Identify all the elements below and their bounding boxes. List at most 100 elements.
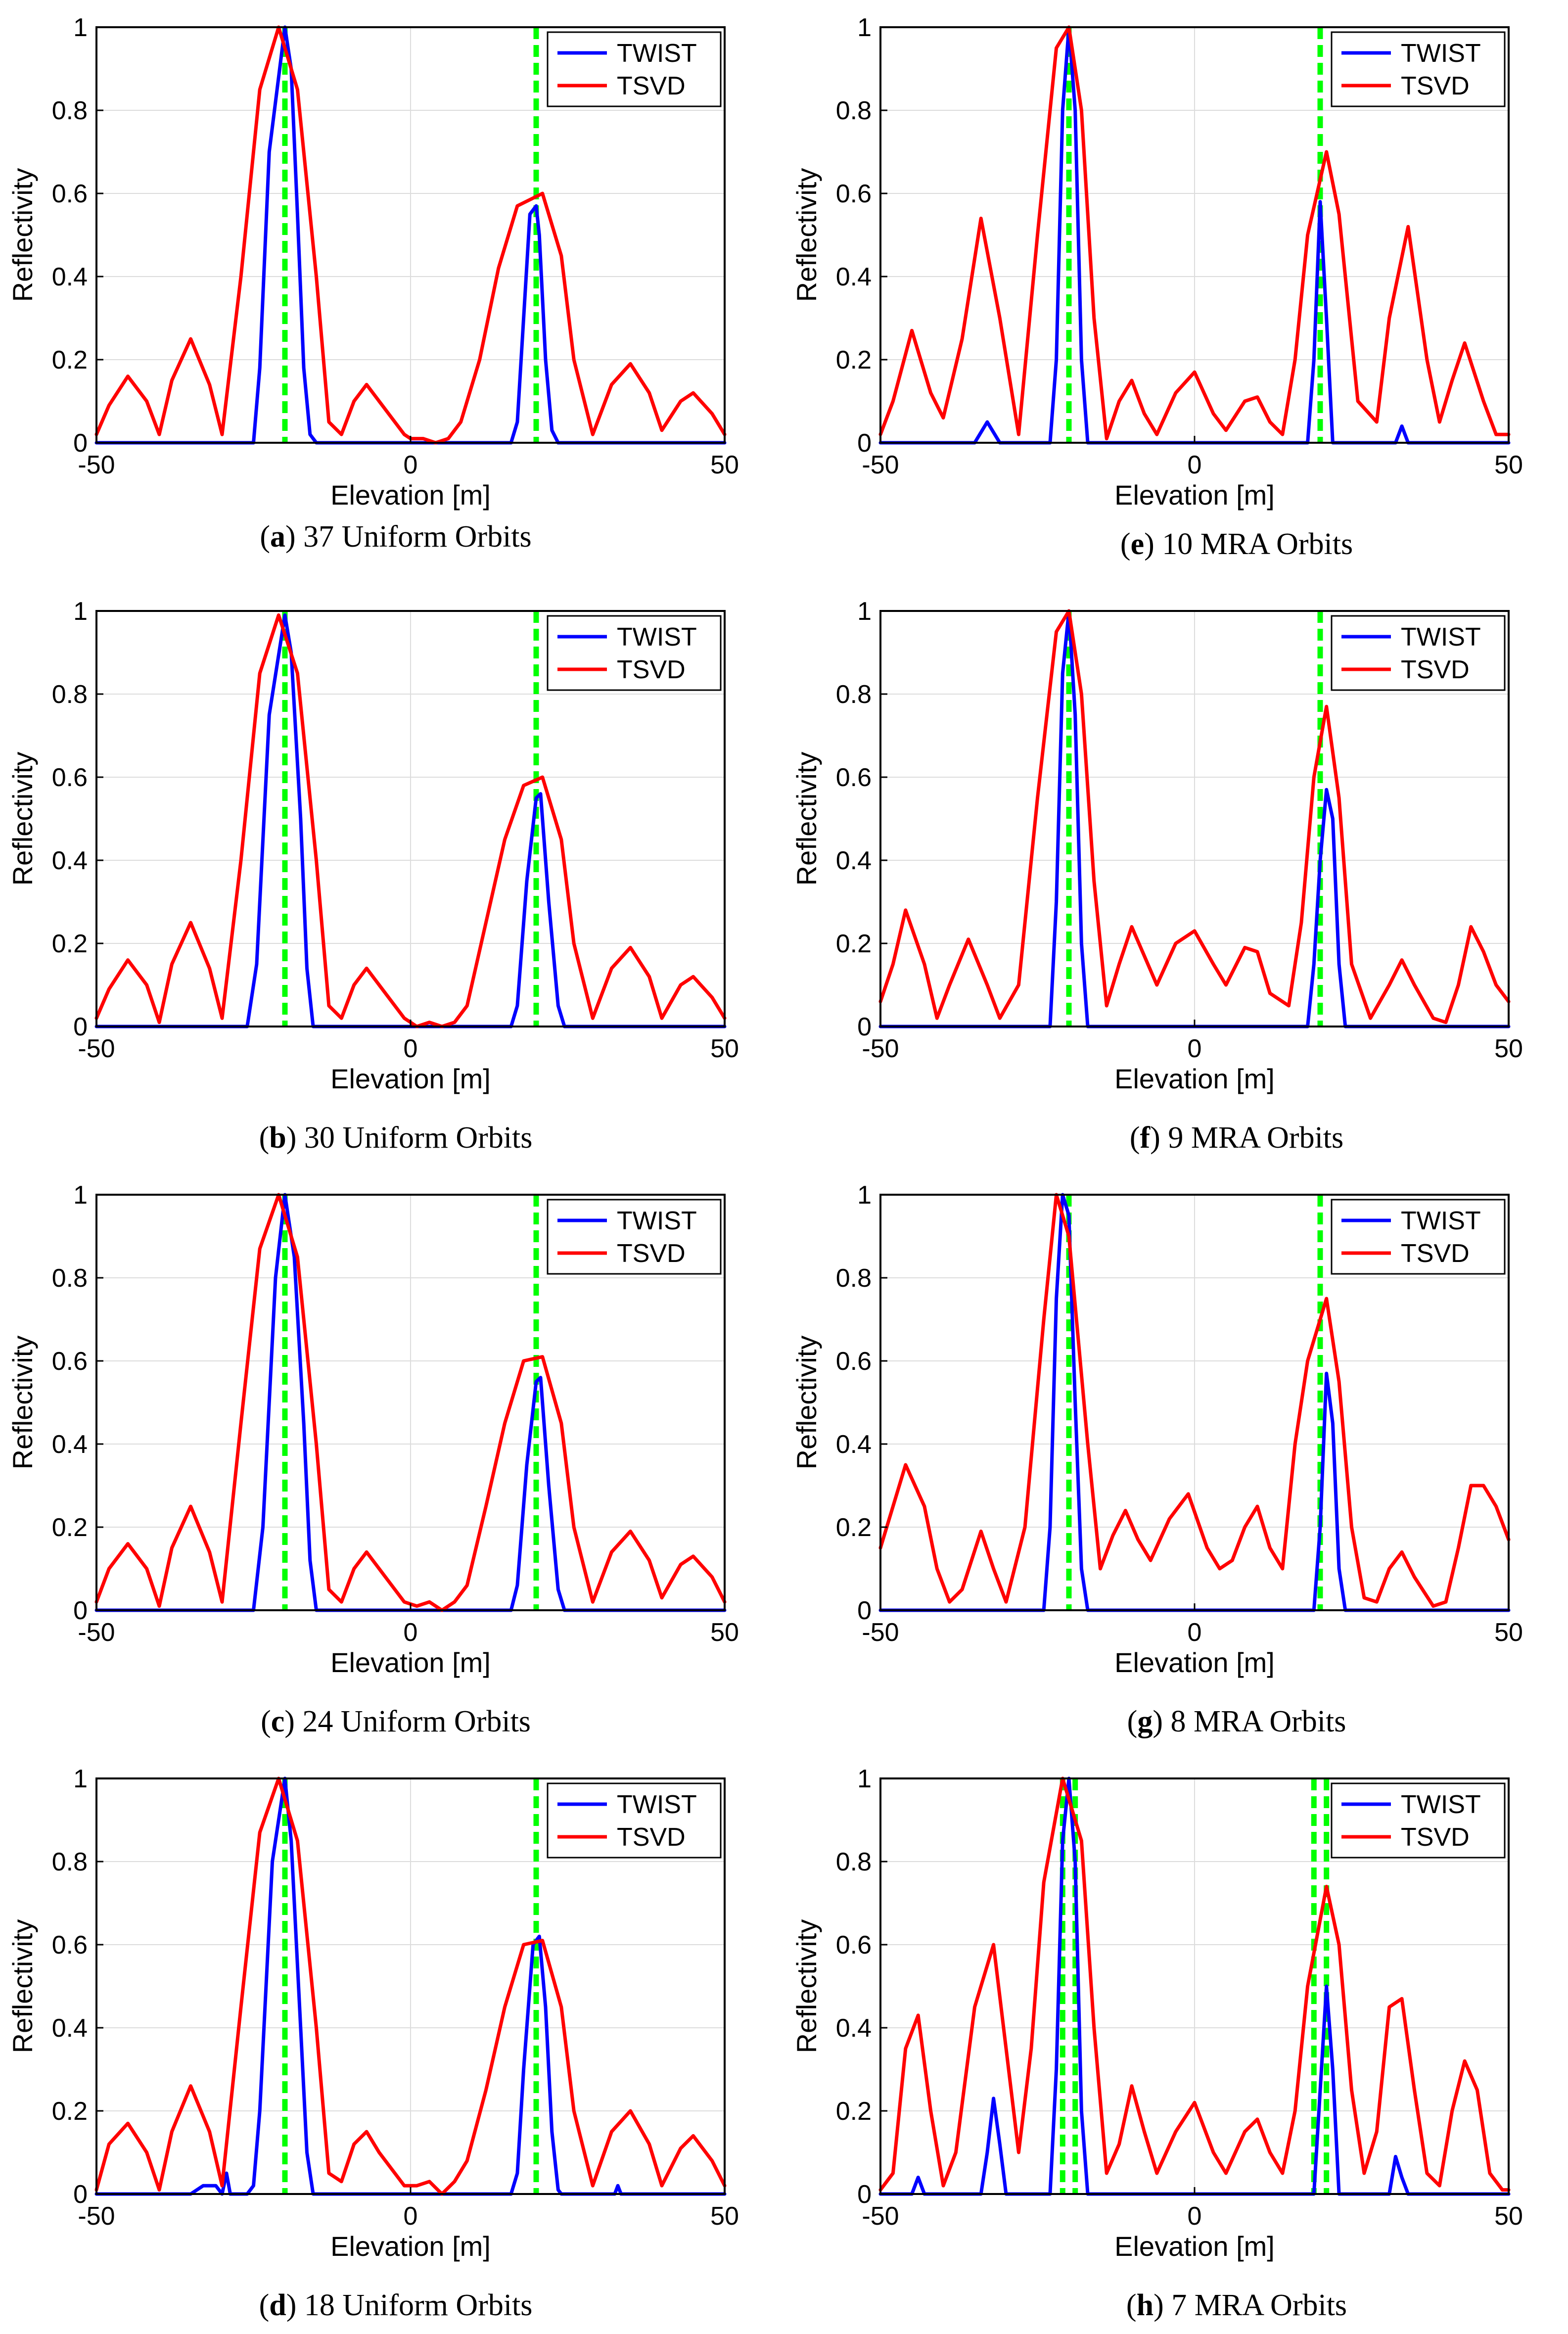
x-tick-label: 50 — [1494, 1618, 1523, 1647]
y-tick-label: 0.4 — [836, 846, 872, 875]
y-tick-label: 1 — [73, 597, 88, 626]
legend-label-tsvd: TSVD — [1401, 655, 1470, 684]
y-tick-label: 0.8 — [836, 96, 872, 125]
legend-label-twist: TWIST — [617, 1790, 697, 1819]
y-tick-label: 0.2 — [836, 346, 872, 374]
x-tick-label: -50 — [862, 2202, 899, 2231]
legend-box — [547, 1199, 722, 1275]
y-tick-label: 1 — [857, 13, 872, 42]
y-tick-label: 1 — [73, 13, 88, 42]
y-tick-label: 0.2 — [836, 2097, 872, 2126]
y-axis-label: Reflectivity — [791, 1919, 822, 2054]
y-tick-label: 1 — [73, 1765, 88, 1793]
x-axis-label: Elevation [m] — [1114, 1647, 1275, 1678]
y-tick-label: 0.4 — [52, 846, 88, 875]
legend-label-twist: TWIST — [617, 1207, 697, 1235]
y-tick-label: 0 — [73, 429, 88, 458]
x-tick-label: -50 — [78, 451, 115, 479]
legend-box — [1331, 31, 1506, 107]
y-tick-label: 0.6 — [836, 1347, 872, 1376]
legend-label-twist: TWIST — [1401, 39, 1481, 68]
x-tick-label: 0 — [1188, 1034, 1202, 1063]
legend-box — [547, 1782, 722, 1859]
y-tick-label: 0.6 — [836, 180, 872, 208]
series-line-tsvd — [878, 1193, 1511, 1608]
x-tick-label: 0 — [404, 451, 418, 479]
caption-c: (c) 24 Uniform Orbits — [261, 1705, 531, 1738]
x-tick-label: -50 — [862, 451, 899, 479]
y-axis-label: Reflectivity — [7, 752, 38, 886]
caption-d: (d) 18 Uniform Orbits — [259, 2288, 533, 2322]
y-tick-label: 0.2 — [836, 1513, 872, 1542]
y-tick-label: 0 — [73, 1596, 88, 1625]
series-line-twist — [94, 1776, 727, 2196]
y-tick-label: 0.8 — [836, 1264, 872, 1293]
legend-box — [1331, 1782, 1506, 1859]
y-tick-label: 0.2 — [836, 930, 872, 958]
x-tick-label: -50 — [78, 1034, 115, 1063]
series-line-twist — [878, 1193, 1511, 1612]
y-axis-label: Reflectivity — [7, 168, 38, 302]
series-line-tsvd — [94, 25, 727, 445]
legend-box — [1331, 1199, 1506, 1275]
x-tick-label: 0 — [1188, 1618, 1202, 1647]
y-tick-label: 0 — [857, 1596, 872, 1625]
x-axis-label: Elevation [m] — [1114, 479, 1275, 511]
y-axis-label: Reflectivity — [791, 168, 822, 302]
x-tick-label: 0 — [1188, 2202, 1202, 2231]
y-tick-label: 0.2 — [52, 1513, 88, 1542]
y-tick-label: 0.6 — [836, 763, 872, 792]
caption-b: (b) 30 Uniform Orbits — [259, 1121, 533, 1155]
caption-g: (g) 8 MRA Orbits — [1127, 1705, 1346, 1738]
y-tick-label: 0 — [857, 2180, 872, 2209]
legend-box — [547, 31, 722, 107]
y-tick-label: 0.6 — [52, 763, 88, 792]
y-tick-label: 0 — [73, 2180, 88, 2209]
series-line-tsvd — [878, 609, 1511, 1025]
series-line-tsvd — [878, 1776, 1511, 2192]
x-tick-label: 50 — [710, 451, 739, 479]
legend-label-twist: TWIST — [1401, 623, 1481, 652]
legend-label-tsvd: TSVD — [1401, 72, 1470, 100]
y-tick-label: 0.2 — [52, 930, 88, 958]
y-tick-label: 0.6 — [52, 180, 88, 208]
series-line-tsvd — [94, 1776, 727, 2196]
y-axis-label: Reflectivity — [791, 752, 822, 886]
y-tick-label: 1 — [857, 597, 872, 626]
legend-label-tsvd: TSVD — [617, 72, 686, 100]
y-axis-label: Reflectivity — [791, 1336, 822, 1470]
legend-label-tsvd: TSVD — [617, 655, 686, 684]
x-tick-label: 0 — [1188, 451, 1202, 479]
y-tick-label: 0 — [73, 1013, 88, 1041]
x-axis-label: Elevation [m] — [1114, 2231, 1275, 2262]
x-tick-label: 0 — [404, 2202, 418, 2231]
x-tick-label: 50 — [1494, 1034, 1523, 1063]
y-tick-label: 0.4 — [836, 2014, 872, 2043]
series-line-tsvd — [878, 25, 1511, 441]
legend-box — [1331, 615, 1506, 691]
y-tick-label: 0.8 — [836, 680, 872, 709]
y-tick-label: 1 — [857, 1765, 872, 1793]
y-tick-label: 0.2 — [52, 346, 88, 374]
y-tick-label: 1 — [73, 1181, 88, 1210]
x-tick-label: 50 — [710, 1034, 739, 1063]
x-tick-label: 0 — [404, 1034, 418, 1063]
legend-label-tsvd: TSVD — [1401, 1823, 1470, 1852]
y-tick-label: 0 — [857, 429, 872, 458]
y-tick-label: 0.4 — [836, 1430, 872, 1459]
caption-a: (a) 37 Uniform Orbits — [260, 520, 532, 554]
legend-label-twist: TWIST — [617, 39, 697, 68]
y-tick-label: 0.6 — [52, 1347, 88, 1376]
y-tick-label: 0.4 — [52, 2014, 88, 2043]
legend-label-twist: TWIST — [617, 623, 697, 652]
y-tick-label: 0.4 — [836, 263, 872, 291]
y-tick-label: 0.2 — [52, 2097, 88, 2126]
